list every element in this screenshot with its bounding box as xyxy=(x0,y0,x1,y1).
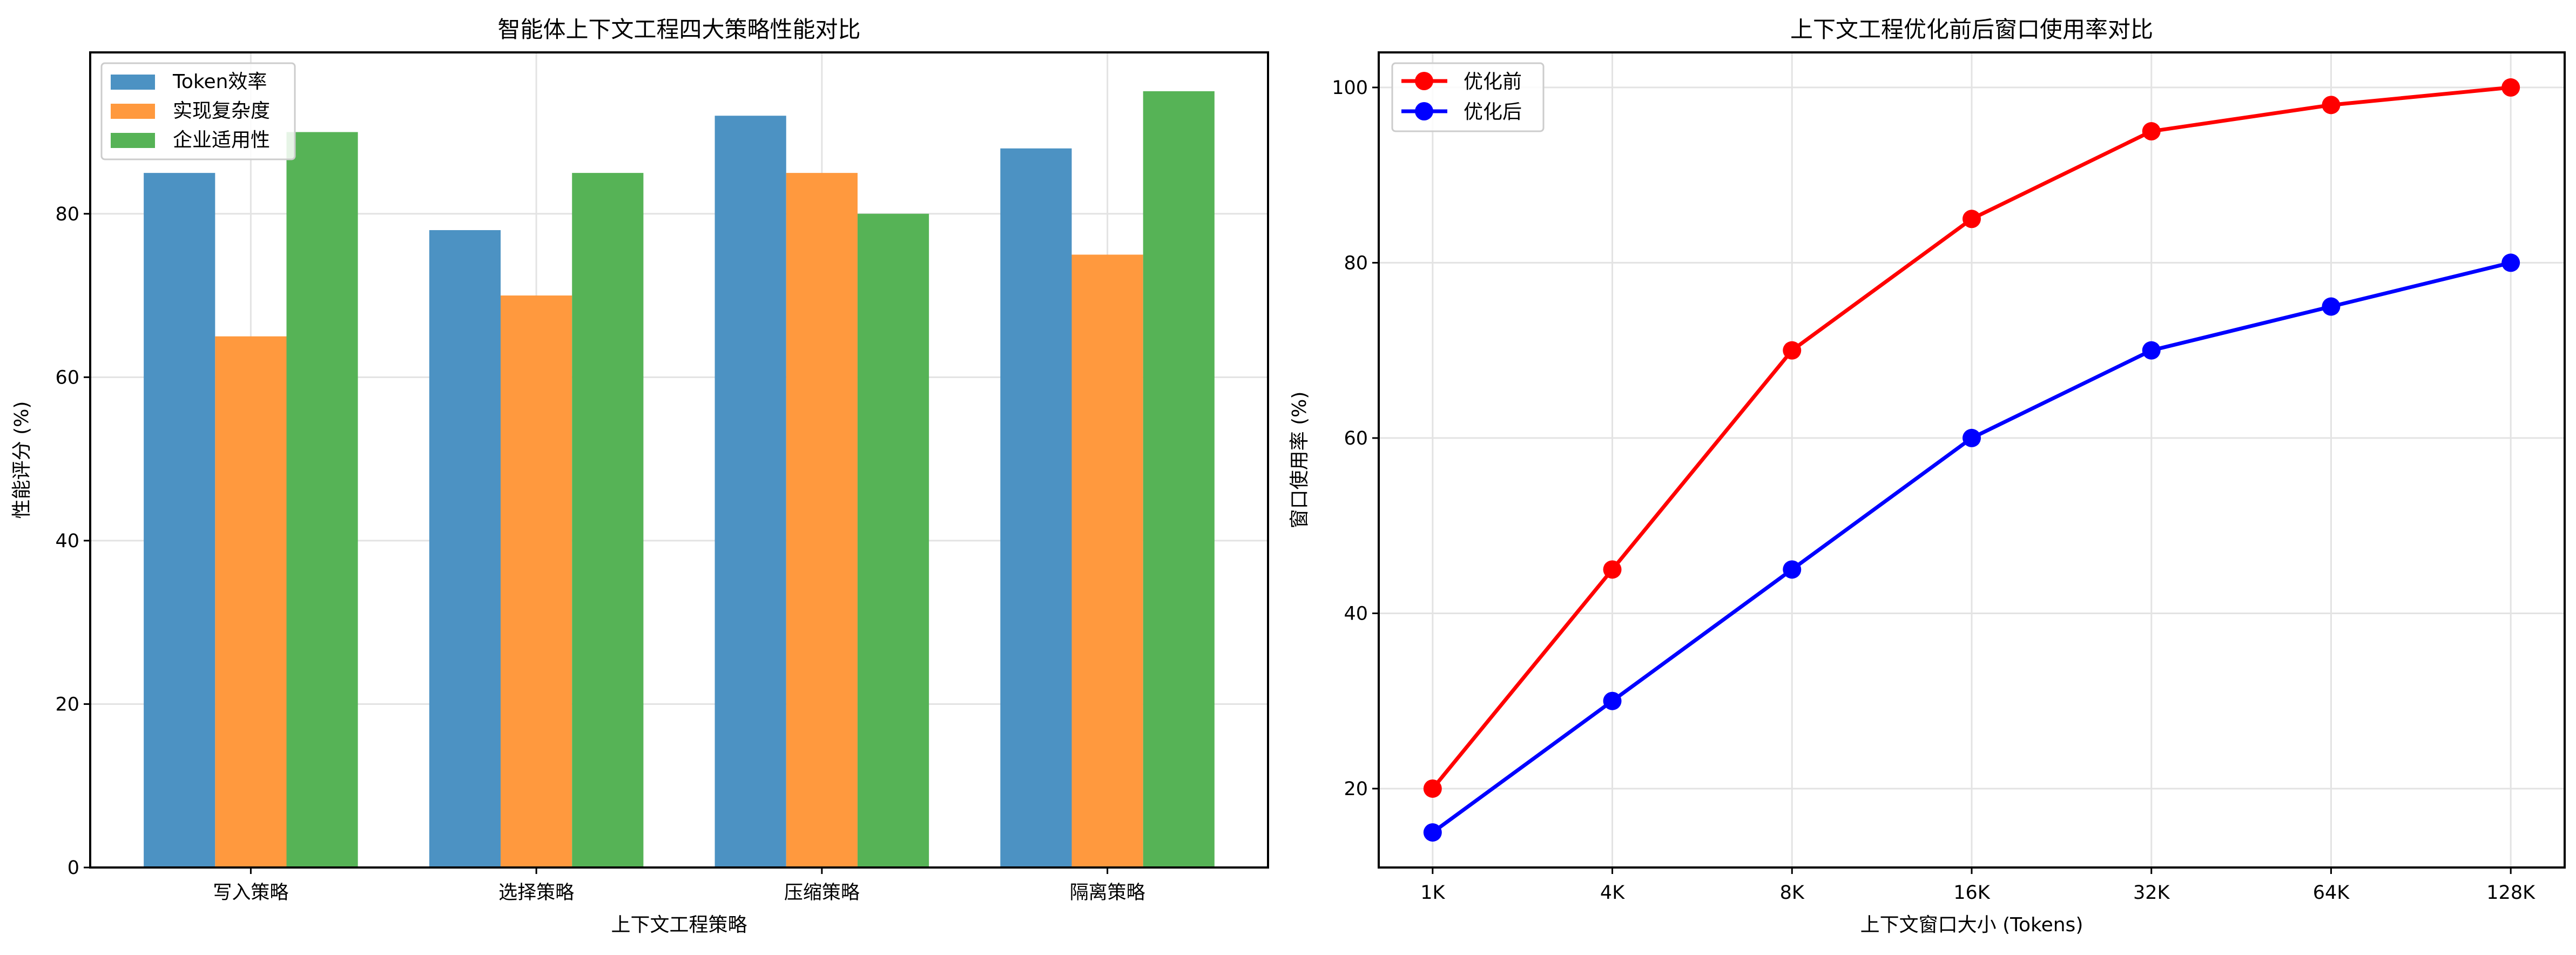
bar-token-efficiency xyxy=(429,230,501,868)
bar-token-efficiency xyxy=(1000,148,1072,867)
y-tick-label: 60 xyxy=(55,367,79,388)
x-tick-label: 4K xyxy=(1600,882,1625,904)
bar-complexity xyxy=(786,173,858,867)
data-point-after xyxy=(1783,560,1802,579)
legend-label: Token效率 xyxy=(172,71,267,93)
x-tick-label: 32K xyxy=(2133,882,2170,904)
data-point-after xyxy=(1963,428,1981,447)
bar-enterprise-fit xyxy=(857,213,929,868)
data-point-before xyxy=(1423,779,1442,798)
chart-title: 智能体上下文工程四大策略性能对比 xyxy=(497,16,860,43)
bar-complexity xyxy=(501,295,572,867)
y-tick-label: 40 xyxy=(1344,603,1368,624)
line-chart-panel: 20 40 60 80 100 1K 4K 8K 16K 32K 64K 128K 上下文工程优化前后窗… xyxy=(1289,16,2566,936)
bar-token-efficiency xyxy=(144,173,215,867)
y-tick-label: 40 xyxy=(55,530,79,552)
data-point-before xyxy=(1783,341,1802,360)
bar-token-efficiency xyxy=(714,116,786,867)
x-tick-label: 选择策略 xyxy=(498,882,574,904)
y-tick-label: 20 xyxy=(1344,778,1368,800)
data-point-before xyxy=(1603,560,1622,579)
legend-label: 实现复杂度 xyxy=(173,100,270,122)
x-axis-label: 上下文工程策略 xyxy=(611,914,747,936)
data-point-after xyxy=(1603,691,1622,710)
legend-marker xyxy=(1415,72,1433,90)
x-tick-label: 16K xyxy=(1953,882,1991,904)
y-axis-label: 窗口使用率 (%) xyxy=(1289,392,1311,529)
bar-complexity xyxy=(215,336,287,867)
x-tick-label: 128K xyxy=(2486,882,2535,904)
y-tick-label: 80 xyxy=(55,204,79,225)
legend-label: 优化前 xyxy=(1464,71,1522,93)
y-tick-label: 0 xyxy=(68,857,79,879)
bar-enterprise-fit xyxy=(286,132,358,868)
bar-complexity xyxy=(1071,254,1143,867)
y-tick-label: 80 xyxy=(1344,252,1368,274)
data-point-after xyxy=(2322,297,2341,316)
legend-swatch xyxy=(111,133,155,148)
x-axis-label: 上下文窗口大小 (Tokens) xyxy=(1860,914,2083,936)
data-point-after xyxy=(1423,823,1442,842)
chart-title: 上下文工程优化前后窗口使用率对比 xyxy=(1790,16,2153,43)
data-point-after xyxy=(2142,341,2161,360)
bar-enterprise-fit xyxy=(1143,91,1215,867)
legend-swatch xyxy=(111,104,155,119)
data-point-before xyxy=(1963,210,1981,228)
legend-swatch xyxy=(111,75,155,90)
x-tick-label: 写入策略 xyxy=(213,882,288,904)
y-axis-label: 性能评分 (%) xyxy=(11,401,33,519)
data-point-after xyxy=(2501,253,2520,272)
data-point-before xyxy=(2501,78,2520,97)
legend-label: 优化后 xyxy=(1464,101,1522,123)
axes-frame xyxy=(89,51,1269,869)
y-tick-label: 100 xyxy=(1332,77,1368,99)
x-tick-label: 8K xyxy=(1780,882,1805,904)
x-tick-label: 64K xyxy=(2313,882,2350,904)
data-point-before xyxy=(2322,96,2341,115)
y-tick-label: 60 xyxy=(1344,428,1368,449)
x-tick-label: 1K xyxy=(1420,882,1445,904)
x-tick-label: 压缩策略 xyxy=(784,882,860,904)
data-point-before xyxy=(2142,122,2161,141)
legend-label: 企业适用性 xyxy=(173,129,270,151)
bar-enterprise-fit xyxy=(572,173,644,867)
legend-marker xyxy=(1415,102,1433,120)
x-tick-label: 隔离策略 xyxy=(1070,882,1145,904)
y-tick-label: 20 xyxy=(55,694,79,715)
bar-chart-panel: 0 20 40 60 80 写入策略 选择策略 压缩策略 隔离策略 智能体上下文工程四大策略性能对… xyxy=(11,16,1269,936)
